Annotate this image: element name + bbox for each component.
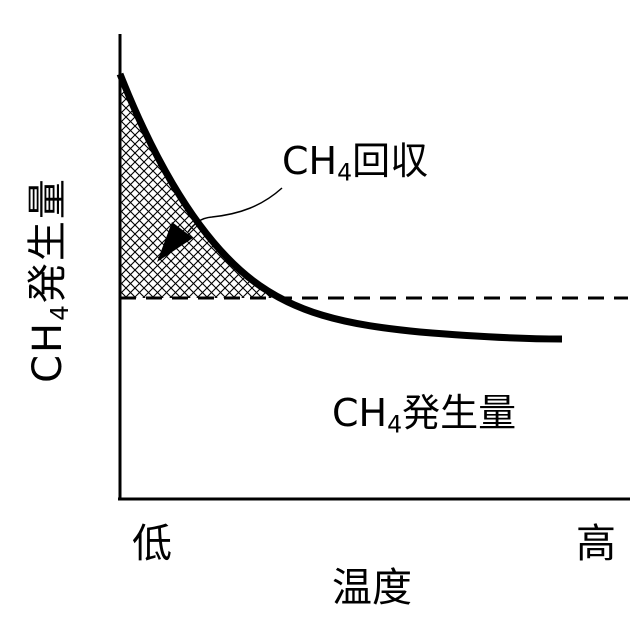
generation-label-suffix: 発生量: [402, 391, 516, 435]
recovery-label-prefix: CH: [282, 139, 337, 183]
recovery-label: CH4回収: [282, 142, 428, 180]
y-axis-label-subscript: 4: [45, 303, 74, 321]
x-tick-high: 高: [576, 524, 616, 564]
generation-label-prefix: CH: [332, 391, 387, 435]
recovery-label-suffix: 回収: [352, 139, 428, 183]
y-axis-label-suffix: 発生量: [25, 177, 71, 303]
y-axis-label: CH4発生量: [28, 177, 68, 383]
recovery-hatched-region: [120, 74, 282, 298]
generation-label-subscript: 4: [387, 411, 402, 439]
y-axis-label-prefix: CH: [25, 321, 71, 383]
x-axis-label: 温度: [332, 568, 412, 608]
generation-label: CH4発生量: [332, 394, 516, 432]
recovery-label-subscript: 4: [337, 159, 352, 187]
x-tick-low: 低: [132, 524, 172, 564]
